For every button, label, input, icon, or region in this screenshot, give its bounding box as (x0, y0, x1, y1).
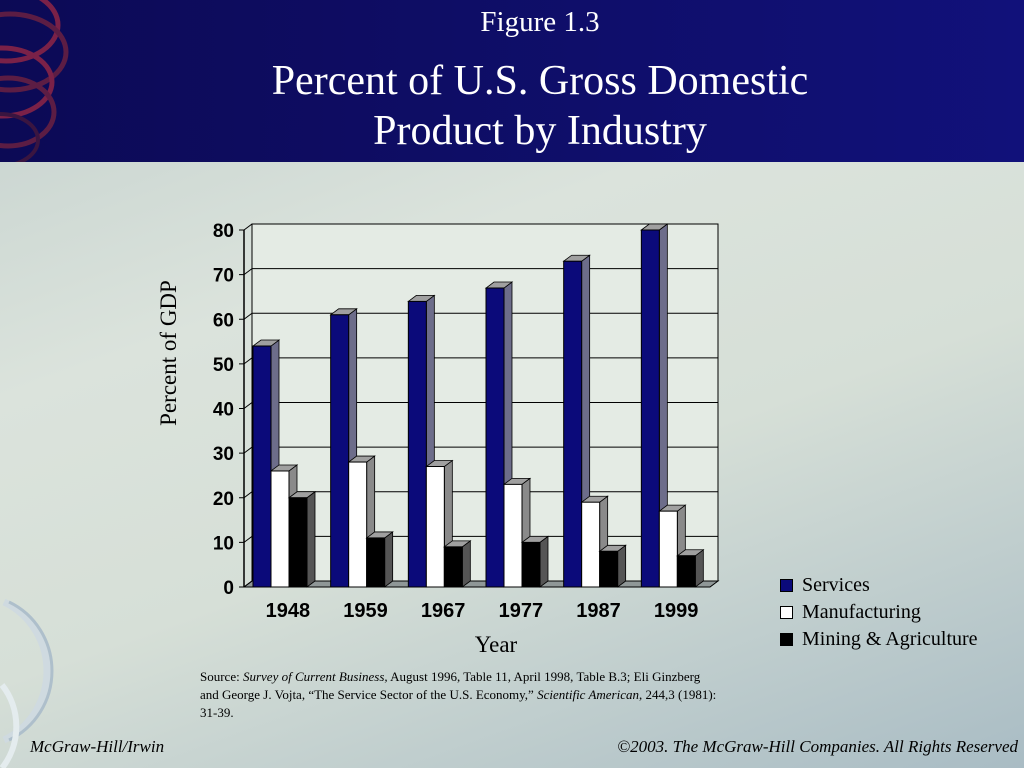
source-journal-1: Survey of Current Business, (242, 669, 388, 684)
gridlines (243, 223, 718, 588)
bars (251, 223, 705, 588)
bar (676, 555, 696, 588)
chart-title-line1: Percent of U.S. Gross Domestic (271, 58, 809, 104)
copyright-notice: ©2003. The McGraw-Hill Companies. All Ri… (617, 737, 1018, 756)
gridline-depth (243, 535, 253, 543)
bar (407, 300, 427, 588)
bar (443, 546, 463, 588)
x-axis-ticks: 1948 1959 1967 1977 1987 1999 (266, 600, 699, 622)
source-note: Source: Survey of Current Business, Augu… (200, 668, 720, 722)
bar (581, 501, 601, 588)
x-tick-label: 1967 (421, 600, 466, 622)
gridline-depth (243, 491, 253, 499)
legend-swatch-services (780, 579, 793, 592)
y-tick-label: 20 (213, 489, 234, 510)
y-tick-label: 0 (223, 578, 234, 599)
legend-label-manufacturing: Manufacturing (802, 601, 921, 623)
source-text-3: , 244,3 (1981): 31-39. (200, 687, 717, 720)
gridline-depth (243, 446, 253, 454)
bar (366, 537, 386, 588)
source-journal-2: Scientific American (537, 687, 640, 702)
bar (485, 287, 505, 588)
y-tick-label: 10 (213, 533, 234, 554)
x-tick-label: 1999 (654, 600, 699, 622)
source-text-2: August 1996, Table 11, April 1998, Table… (200, 669, 701, 702)
y-tick-label: 30 (213, 444, 234, 465)
bar-side (306, 490, 316, 588)
y-tick-label: 60 (213, 310, 234, 331)
bar (425, 466, 445, 588)
chart-title: Percent of U.S. Gross Domestic Product b… (0, 56, 1024, 156)
bar-side (617, 544, 627, 588)
bar (521, 541, 541, 588)
legend-swatch-mining-agriculture (780, 633, 793, 646)
legend-swatch-manufacturing (780, 606, 793, 619)
bar (270, 470, 290, 588)
decorative-arcs (0, 598, 54, 768)
bar (252, 345, 272, 588)
gridline-depth (243, 580, 253, 588)
y-tick-label: 70 (213, 266, 234, 287)
gridline-depth (243, 223, 253, 231)
bar (658, 510, 678, 588)
bar (640, 229, 660, 588)
gridline-depth (243, 357, 253, 365)
source-prefix: Source: (200, 669, 243, 684)
bar-side (461, 540, 471, 588)
title-banner: Figure 1.3 Percent of U.S. Gross Domesti… (0, 0, 1024, 162)
bar-side (539, 535, 549, 588)
legend-label-mining-agriculture: Mining & Agriculture (802, 628, 978, 650)
y-tick-label: 40 (213, 400, 234, 421)
bar (288, 497, 308, 588)
decorative-rings (0, 0, 69, 162)
x-tick-label: 1959 (343, 600, 388, 622)
x-tick-label: 1948 (266, 600, 311, 622)
bar (330, 314, 350, 588)
legend-label-services: Services (802, 574, 870, 596)
legend: Services Manufacturing Mining & Agricult… (780, 572, 978, 653)
y-axis-ticks: 0 10 20 30 40 50 60 70 80 (213, 221, 244, 599)
x-tick-label: 1987 (576, 600, 621, 622)
gridline-depth (243, 402, 253, 409)
bar (503, 483, 523, 588)
bar (348, 461, 368, 588)
x-tick-label: 1977 (499, 600, 544, 622)
y-axis-label: Percent of GDP (156, 280, 181, 426)
publisher-label: McGraw-Hill/Irwin (30, 737, 165, 756)
y-tick-label: 50 (213, 355, 234, 376)
bar (599, 550, 619, 588)
legend-item-mining-agriculture: Mining & Agriculture (780, 626, 978, 653)
bar-side (384, 531, 394, 588)
figure-label: Figure 1.3 (480, 6, 600, 38)
gridline-depth (243, 312, 253, 320)
bar (563, 260, 583, 588)
gridline-depth (243, 268, 253, 276)
legend-item-manufacturing: Manufacturing (780, 599, 978, 626)
x-axis-label: Year (475, 632, 518, 657)
legend-item-services: Services (780, 572, 978, 599)
y-tick-label: 80 (213, 221, 234, 242)
chart-title-line2: Product by Industry (373, 108, 707, 154)
